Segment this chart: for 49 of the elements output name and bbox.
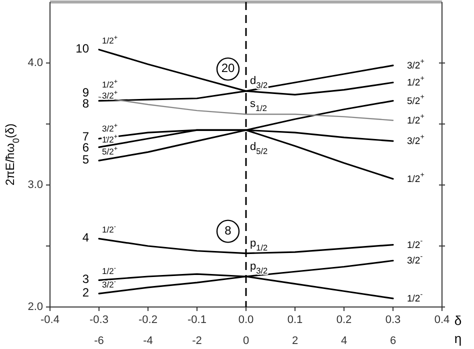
annotation: 1/2$^{+}$ <box>407 112 424 126</box>
x2-tick-label: -4 <box>143 335 153 347</box>
x2-tick-label: 4 <box>340 335 348 347</box>
annotation: d$_{5/2}$ <box>250 141 268 156</box>
x2-tick-label: 6 <box>390 335 396 347</box>
x2-tick-label: -6 <box>94 335 104 347</box>
annotation: 1/2$^{+}$ <box>102 34 118 46</box>
x-tick-label: 0.1 <box>287 314 303 326</box>
annotation: 3/2$^{-}$ <box>102 278 116 290</box>
annotation: p$_{3/2}$ <box>250 260 268 276</box>
annotation: 5/2$^{+}$ <box>407 92 424 106</box>
x-axis-title: δ <box>454 313 462 328</box>
y-tick-label: 3.0 <box>28 178 43 191</box>
x-tick-label: -0.1 <box>188 314 206 326</box>
series-label: 2 <box>82 286 90 300</box>
x-tick-label: -0.4 <box>40 314 60 326</box>
x2-tick-label: 0 <box>242 335 250 347</box>
annotation: 1/2$^{-}$ <box>102 224 116 235</box>
x-tick-label: 0.0 <box>238 314 254 326</box>
series-label: 3 <box>82 272 90 286</box>
series-label: 5 <box>82 152 90 167</box>
x-tick-label: 0.4 <box>434 314 450 326</box>
annotation: 3/2$^{+}$ <box>102 122 118 134</box>
annotation: 1/2$^{+}$ <box>407 74 424 88</box>
annotation: 8 <box>224 223 232 238</box>
annotation: s$_{1/2}$ <box>250 98 268 113</box>
x-tick-label: 0.2 <box>336 314 352 326</box>
annotation: 5/2$^{+}$ <box>102 146 118 157</box>
y-tick-label: 4.0 <box>28 56 43 69</box>
y-tick-label: 2.0 <box>28 300 43 313</box>
annotation: 1/2$^{+}$ <box>102 78 118 90</box>
annotation: 3/2$^{+}$ <box>407 132 424 147</box>
annotation: 1/2$^{-}$ <box>407 290 424 304</box>
x2-tick-label: -2 <box>192 335 202 347</box>
x-tick-label: -0.3 <box>90 314 108 326</box>
annotation: p$_{1/2}$ <box>250 237 268 252</box>
annotation: 3/2$^{+}$ <box>407 57 424 71</box>
annotation: 3/2$^{+}$ <box>102 90 118 101</box>
annotation: 1/2$^{-}$ <box>407 236 424 250</box>
x2-axis-title: η <box>454 331 462 346</box>
series-label: 10 <box>76 42 90 56</box>
annotation: 20 <box>221 61 235 76</box>
annotation: 1/2$^{-}$ <box>102 265 116 276</box>
annotation: 1/2$^{+}$ <box>407 170 424 184</box>
x2-tick-label: 2 <box>292 335 298 347</box>
x-tick-label: 0.3 <box>385 314 401 326</box>
series-label: 4 <box>82 230 90 245</box>
annotation: 3/2$^{-}$ <box>407 252 424 266</box>
x-tick-label: -0.2 <box>138 314 158 326</box>
